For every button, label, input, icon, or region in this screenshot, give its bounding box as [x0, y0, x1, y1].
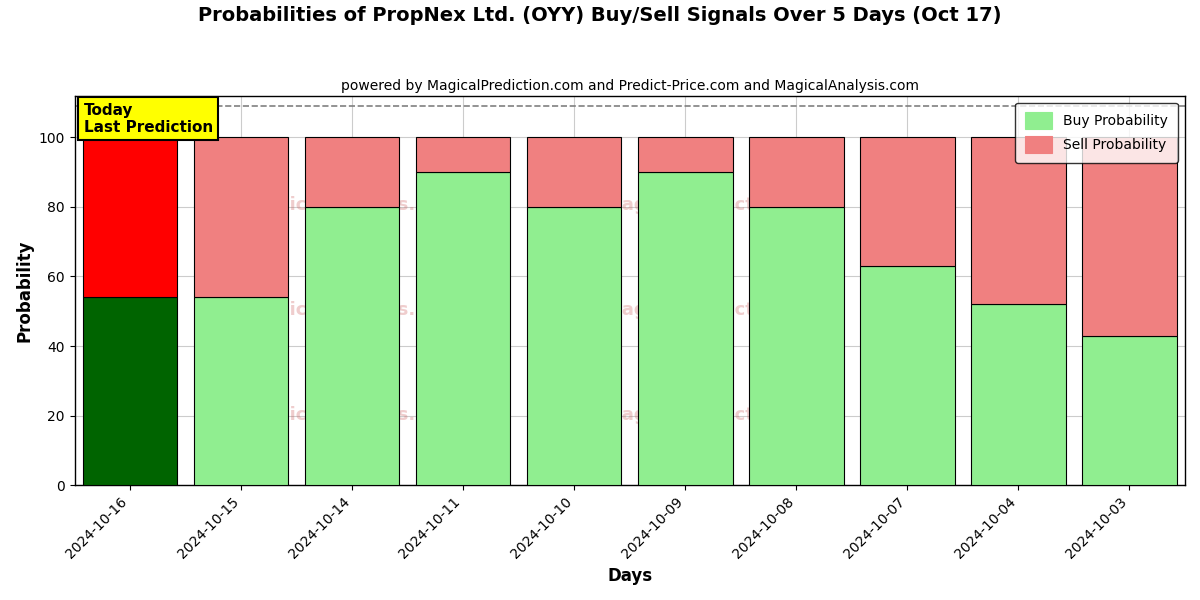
- Text: MagicalAnalysis.com: MagicalAnalysis.com: [247, 196, 457, 214]
- X-axis label: Days: Days: [607, 567, 653, 585]
- Legend: Buy Probability, Sell Probability: Buy Probability, Sell Probability: [1015, 103, 1178, 163]
- Bar: [416, 172, 510, 485]
- Bar: [749, 137, 844, 207]
- Y-axis label: Probability: Probability: [16, 239, 34, 341]
- Bar: [305, 207, 400, 485]
- Bar: [1082, 335, 1177, 485]
- Text: Probabilities of PropNex Ltd. (OYY) Buy/Sell Signals Over 5 Days (Oct 17): Probabilities of PropNex Ltd. (OYY) Buy/…: [198, 6, 1002, 25]
- Bar: [83, 298, 178, 485]
- Bar: [971, 304, 1066, 485]
- Bar: [527, 207, 622, 485]
- Bar: [860, 137, 955, 266]
- Text: MagicalAnalysis.com: MagicalAnalysis.com: [247, 301, 457, 319]
- Title: powered by MagicalPrediction.com and Predict-Price.com and MagicalAnalysis.com: powered by MagicalPrediction.com and Pre…: [341, 79, 919, 93]
- Bar: [749, 207, 844, 485]
- Text: MagicalAnalysis.com: MagicalAnalysis.com: [247, 406, 457, 424]
- Text: MagicalPrediction.com: MagicalPrediction.com: [604, 406, 834, 424]
- Text: Today
Last Prediction: Today Last Prediction: [84, 103, 212, 135]
- Bar: [416, 137, 510, 172]
- Text: MagicalPrediction.com: MagicalPrediction.com: [604, 301, 834, 319]
- Bar: [305, 137, 400, 207]
- Bar: [194, 137, 288, 298]
- Bar: [638, 137, 732, 172]
- Bar: [1082, 137, 1177, 335]
- Bar: [638, 172, 732, 485]
- Bar: [527, 137, 622, 207]
- Bar: [860, 266, 955, 485]
- Bar: [971, 137, 1066, 304]
- Bar: [194, 298, 288, 485]
- Bar: [83, 137, 178, 298]
- Text: MagicalPrediction.com: MagicalPrediction.com: [604, 196, 834, 214]
